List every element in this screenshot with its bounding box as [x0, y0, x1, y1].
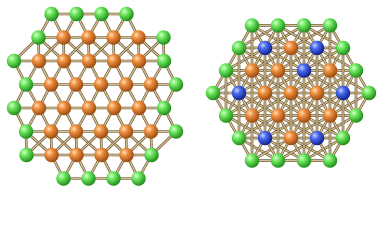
atom-orange — [283, 40, 299, 56]
atom-blue — [309, 40, 325, 56]
atom-orange — [131, 30, 146, 45]
atom-green — [218, 108, 234, 123]
atom-orange — [56, 30, 71, 45]
atom-blue — [309, 130, 325, 146]
page: (() => { const data = JSON.parse(documen… — [6, 6, 377, 186]
atom-green — [270, 18, 286, 33]
atom-orange — [56, 100, 72, 116]
atom-green — [322, 153, 338, 168]
atom-green — [156, 30, 171, 45]
atom-green — [18, 124, 34, 139]
atom-orange — [69, 147, 84, 163]
atom-green — [156, 53, 172, 69]
atom-green — [81, 171, 96, 186]
atom-orange — [68, 124, 84, 139]
atom-orange — [309, 85, 325, 101]
atom-orange — [31, 53, 47, 69]
atom-blue — [257, 40, 273, 56]
atoms — [6, 6, 377, 186]
atom-orange — [81, 53, 97, 69]
atom-orange — [81, 100, 97, 116]
atom-orange — [244, 63, 260, 78]
atom-green — [44, 6, 59, 22]
atom-green — [156, 100, 172, 116]
atom-green — [244, 153, 260, 168]
atom-green — [119, 6, 134, 22]
atom-orange — [296, 108, 312, 123]
atom-green — [56, 171, 71, 186]
atom-orange — [94, 147, 109, 163]
atom-orange — [119, 147, 134, 163]
atom-orange — [131, 100, 147, 116]
atom-orange — [81, 30, 96, 45]
atom-orange — [143, 77, 159, 92]
atom-green — [335, 40, 351, 56]
atom-orange — [68, 77, 84, 92]
atom-green — [6, 53, 22, 69]
atom-orange — [143, 124, 159, 139]
atom-green — [205, 85, 221, 101]
atom-green — [348, 63, 364, 78]
atom-blue — [231, 85, 247, 101]
atom-green — [131, 171, 146, 186]
atom-green — [6, 100, 22, 116]
atom-green — [168, 124, 184, 139]
atom-orange — [93, 77, 109, 92]
atom-green — [296, 18, 312, 33]
atom-green — [18, 77, 34, 92]
atom-orange — [322, 108, 338, 123]
atom-green — [296, 153, 312, 168]
atom-green — [106, 171, 121, 186]
atom-orange — [43, 77, 59, 92]
atom-orange — [283, 85, 299, 101]
atom-orange — [270, 108, 286, 123]
atom-orange — [270, 63, 286, 78]
atom-green — [19, 147, 34, 163]
atom-green — [31, 30, 46, 45]
atom-orange — [106, 53, 122, 69]
atom-blue — [296, 63, 312, 78]
atom-orange — [257, 85, 273, 101]
cluster-illustration — [6, 6, 377, 186]
atom-orange — [322, 63, 338, 78]
atom-green — [244, 18, 260, 33]
atom-orange — [106, 30, 121, 45]
atom-blue — [335, 85, 351, 101]
atom-orange — [118, 124, 134, 139]
atom-orange — [131, 53, 147, 69]
atom-orange — [244, 108, 260, 123]
atom-orange — [106, 100, 122, 116]
atom-orange — [31, 100, 47, 116]
atom-green — [144, 147, 159, 163]
atom-green — [231, 130, 247, 146]
atom-green — [69, 6, 84, 22]
atom-green — [322, 18, 338, 33]
atom-green — [270, 153, 286, 168]
atom-green — [168, 77, 184, 92]
atom-orange — [283, 130, 299, 146]
atom-green — [335, 130, 351, 146]
atom-green — [94, 6, 109, 22]
atom-green — [218, 63, 234, 78]
atom-orange — [56, 53, 72, 69]
atom-green — [361, 85, 377, 101]
atom-orange — [43, 124, 59, 139]
atom-orange — [93, 124, 109, 139]
atom-green — [348, 108, 364, 123]
atom-orange — [118, 77, 134, 92]
atom-green — [231, 40, 247, 56]
atom-orange — [44, 147, 59, 163]
atom-blue — [257, 130, 273, 146]
